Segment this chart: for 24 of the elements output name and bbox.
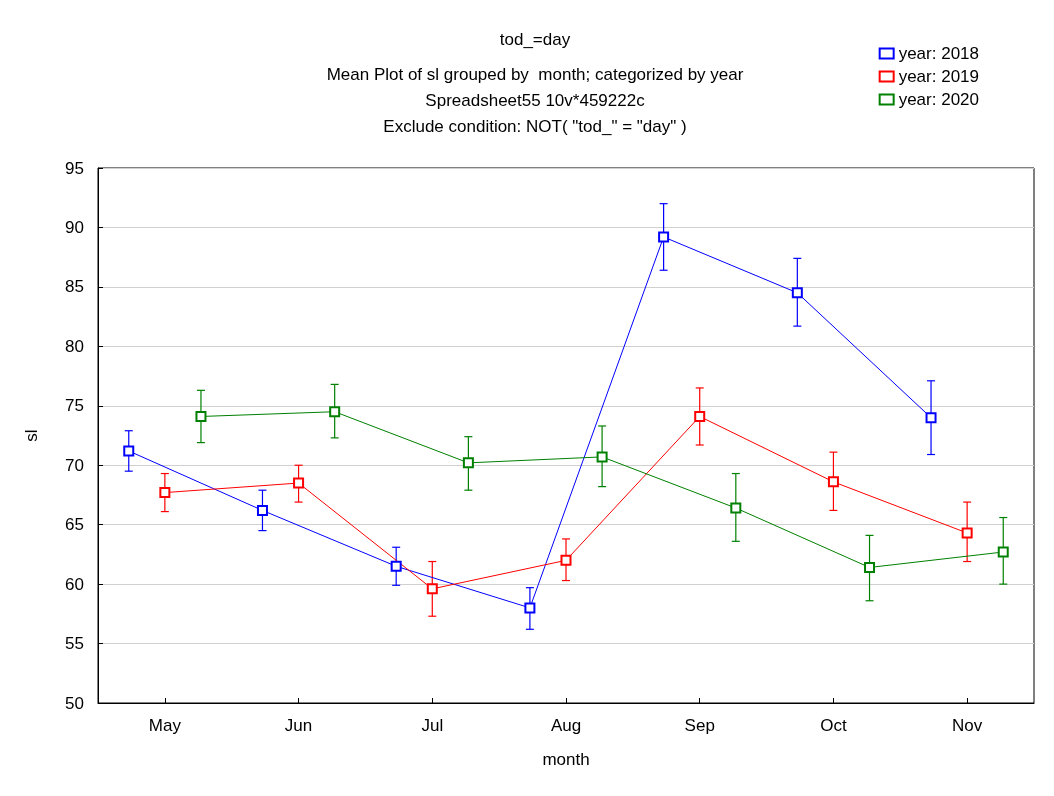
y-tick-label: 70 [65, 455, 84, 475]
legend-label: year: 2020 [898, 90, 980, 109]
x-tick-label: Nov [952, 716, 983, 735]
x-tick-label: Aug [550, 716, 582, 735]
x-axis-title: month [542, 750, 590, 769]
y-tick-label: 55 [65, 634, 84, 654]
y-tick-label: 50 [65, 693, 84, 713]
y-tick-label: 90 [65, 217, 84, 237]
chart-title: tod_=day [499, 30, 571, 49]
chart-subtitle: Mean Plot of sl grouped by month; categorized by year Spreadsheet55 10v*459222c Exclude condition: NOT( "tod_" = "day" ) [326, 64, 744, 136]
x-tick-label: Oct [820, 716, 847, 735]
y-tick-label: 85 [65, 277, 84, 297]
y-tick-label: 60 [65, 574, 84, 594]
y-tick-label: 65 [65, 515, 84, 535]
legend-label: year: 2018 [898, 44, 980, 63]
y-tick-label: 80 [65, 336, 84, 356]
y-axis-title: sl [22, 429, 41, 442]
x-tick-label: Jul [421, 716, 444, 735]
x-tick-label: Jun [284, 716, 313, 735]
x-tick-label: May [148, 716, 182, 735]
y-tick-label: 95 [65, 158, 84, 178]
y-tick-label: 75 [65, 396, 84, 416]
x-tick-label: Sep [684, 716, 715, 735]
legend-label: year: 2019 [898, 67, 980, 86]
